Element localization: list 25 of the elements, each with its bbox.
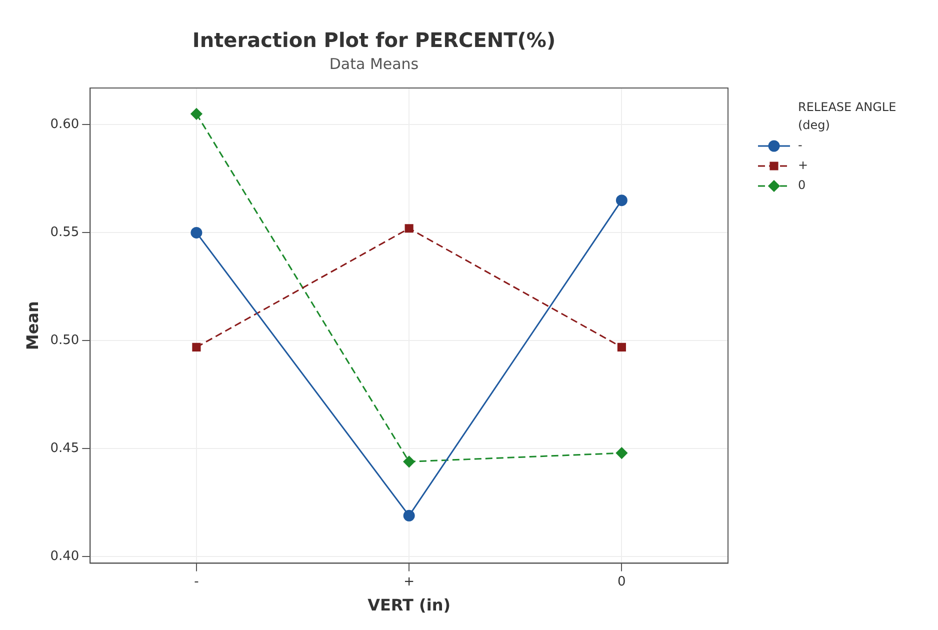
x-tick-label: -: [194, 574, 200, 590]
point: [192, 342, 201, 352]
x-axis-title: VERT (in): [368, 596, 451, 615]
y-tick-label: 0.55: [50, 225, 80, 240]
x-tick-label: +: [404, 574, 415, 590]
chart-subtitle: Data Means: [329, 54, 419, 73]
legend-label: +: [798, 158, 808, 172]
point: [190, 108, 202, 120]
x-tick-label: 0: [618, 574, 626, 590]
legend-title: RELEASE ANGLE (deg): [798, 100, 896, 132]
point: [617, 342, 626, 352]
point: [403, 510, 415, 522]
legend-label: -: [798, 138, 802, 152]
chart-title: Interaction Plot for PERCENT(%): [192, 28, 556, 52]
point: [404, 224, 414, 233]
y-tick-label: 0.45: [50, 441, 80, 456]
y-tick-label: 0.50: [50, 333, 80, 348]
legend-label: 0: [798, 178, 806, 192]
point: [403, 456, 415, 468]
point: [190, 226, 202, 238]
y-tick-label: 0.60: [50, 117, 80, 132]
point: [616, 194, 628, 206]
y-axis-title: Mean: [22, 301, 42, 350]
y-tick-label: 0.40: [50, 549, 80, 564]
point: [616, 447, 628, 459]
